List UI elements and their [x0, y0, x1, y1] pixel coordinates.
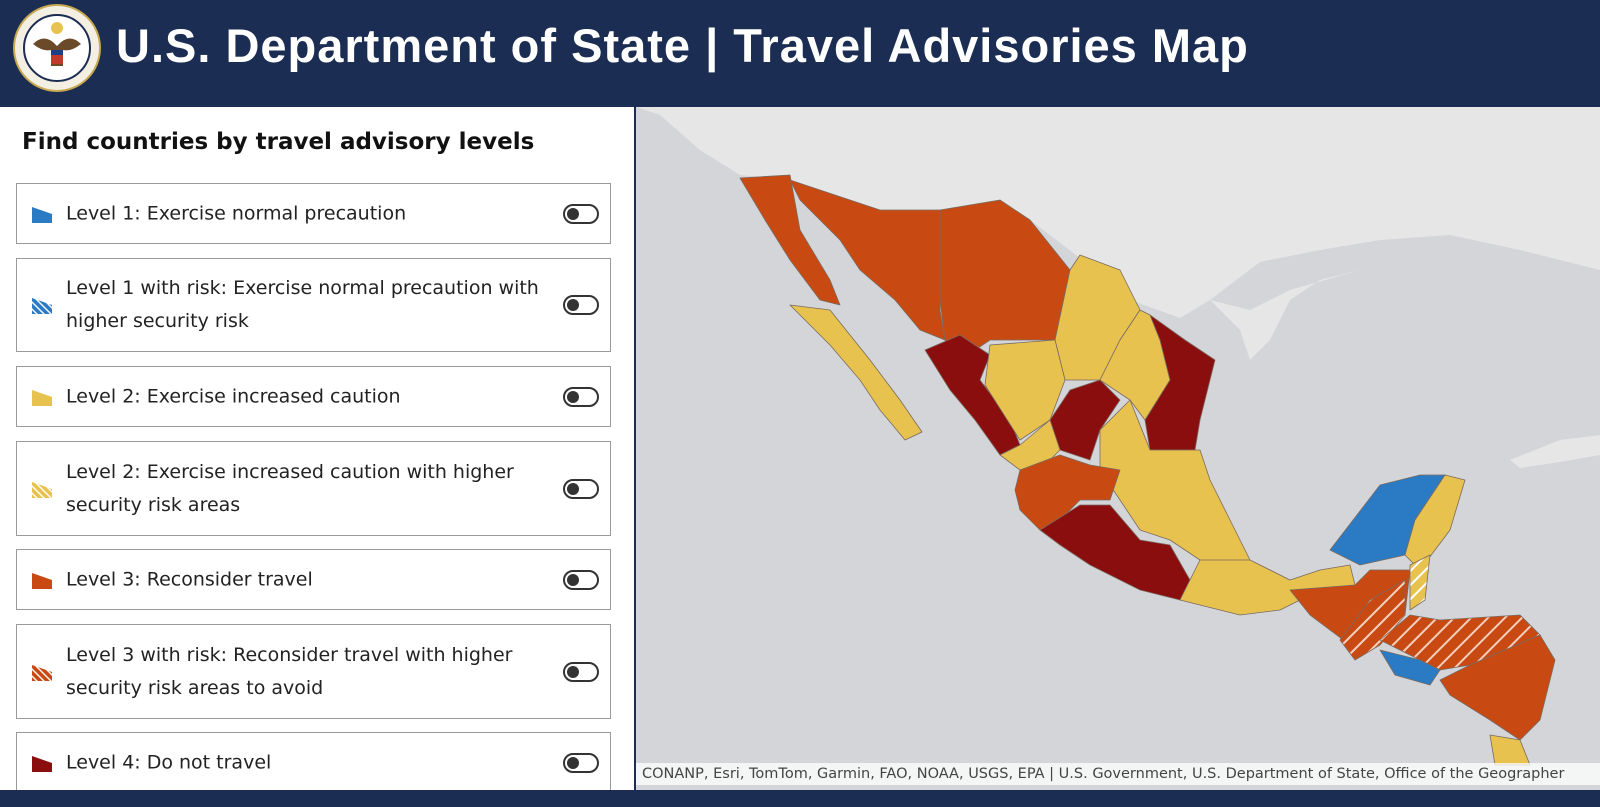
level-card: Level 3: Reconsider travel	[16, 549, 611, 610]
level-label: Level 2: Exercise increased caution	[66, 385, 401, 407]
level-icon	[32, 664, 52, 681]
seal	[13, 4, 101, 92]
level-label: Level 1 with risk: Exercise normal preca…	[66, 277, 539, 332]
level-toggle[interactable]	[563, 569, 599, 590]
level-toggle[interactable]	[563, 478, 599, 499]
level-toggle[interactable]	[563, 752, 599, 773]
page-title: U.S. Department of State | Travel Adviso…	[116, 19, 1249, 72]
panel-title: Find countries by travel advisory levels	[22, 129, 535, 155]
level-label: Level 3 with risk: Reconsider travel wit…	[66, 643, 513, 699]
toggle-knob	[567, 390, 579, 403]
level-toggle[interactable]	[563, 295, 599, 315]
level-label: Level 4: Do not travel	[66, 751, 272, 773]
header: U.S. Department of State | Travel Adviso…	[0, 0, 1600, 107]
level-label: Level 3: Reconsider travel	[66, 568, 313, 590]
toggle-knob	[567, 299, 579, 311]
level-icon	[32, 389, 52, 406]
level-toggle[interactable]	[563, 203, 599, 224]
level-card: Level 1 with risk: Exercise normal preca…	[16, 258, 611, 352]
map-attribution: CONANP, Esri, TomTom, Garmin, FAO, NOAA,…	[636, 763, 1600, 785]
level-icon	[32, 206, 52, 223]
footer-bar	[0, 790, 1600, 807]
toggle-knob	[567, 482, 579, 495]
map[interactable]	[636, 107, 1600, 790]
level-label: Level 2: Exercise increased caution with…	[66, 460, 514, 516]
level-card: Level 3 with risk: Reconsider travel wit…	[16, 624, 611, 719]
level-icon	[32, 298, 52, 314]
level-icon	[32, 755, 52, 772]
level-card: Level 4: Do not travel	[16, 732, 611, 790]
level-card: Level 2: Exercise increased caution	[16, 366, 611, 427]
level-icon	[32, 481, 52, 498]
level-icon	[32, 572, 52, 589]
toggle-knob	[567, 573, 579, 586]
level-card: Level 2: Exercise increased caution with…	[16, 441, 611, 536]
toggle-knob	[567, 665, 579, 678]
level-toggle[interactable]	[563, 386, 599, 407]
level-label: Level 1: Exercise normal precaution	[66, 202, 407, 224]
toggle-knob	[567, 207, 579, 220]
level-card: Level 1: Exercise normal precaution	[16, 183, 611, 244]
level-toggle[interactable]	[563, 661, 599, 682]
toggle-knob	[567, 756, 579, 769]
filter-panel: Find countries by travel advisory levels…	[0, 107, 636, 790]
